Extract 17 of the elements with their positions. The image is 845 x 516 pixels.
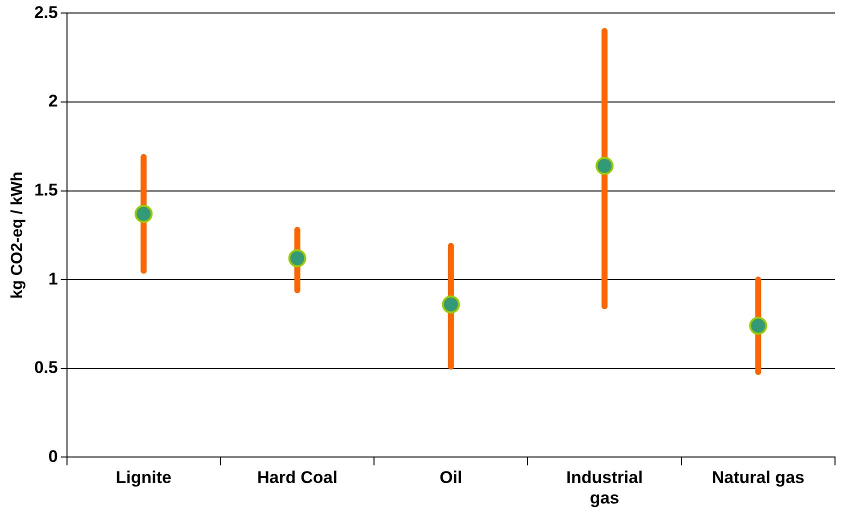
point — [749, 316, 768, 335]
y-tick-label: 1 — [48, 269, 58, 288]
x-tick-label: Natural gas — [712, 468, 804, 488]
point — [442, 295, 460, 314]
x-tick-label: Oil — [440, 468, 462, 488]
y-axis-title: kg CO2-eq / kWh — [9, 172, 26, 299]
y-tick-label: 0.5 — [34, 358, 58, 378]
y-tick-label: 1.5 — [34, 180, 58, 200]
y-tick-label: 2.5 — [34, 2, 58, 22]
y-tick-label: 2 — [48, 92, 58, 111]
y-tick-label: 0 — [48, 446, 58, 466]
point — [288, 249, 306, 268]
x-tick-label: Hard Coal — [257, 468, 338, 488]
x-tick-label: Industrial gas — [566, 468, 643, 508]
x-tick-label: Lignite — [116, 468, 172, 488]
point — [596, 156, 614, 175]
point — [134, 204, 153, 223]
